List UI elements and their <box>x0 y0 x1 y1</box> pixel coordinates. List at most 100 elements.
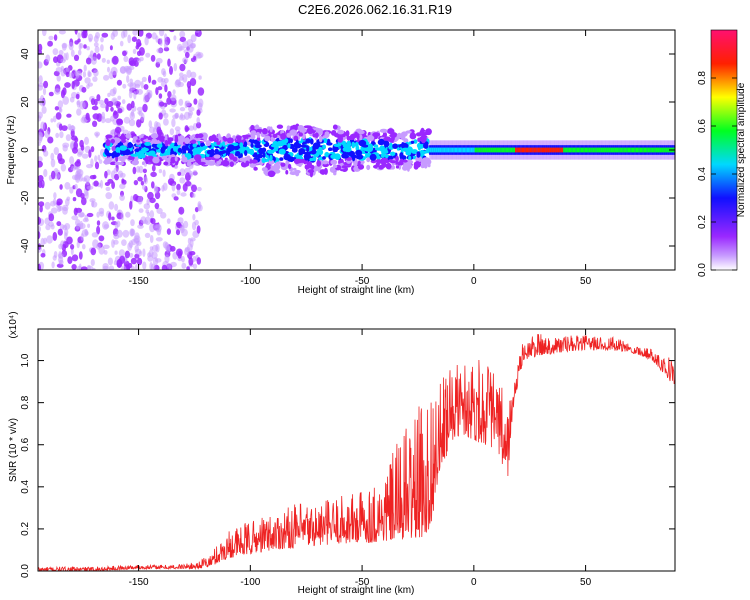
line-core-cell <box>653 147 656 153</box>
band-cell <box>408 155 412 161</box>
noise-cell <box>197 102 203 111</box>
band-cell <box>354 141 359 148</box>
noise-cell <box>112 98 117 106</box>
line-core-cell <box>539 147 542 153</box>
line-core-cell <box>564 147 568 153</box>
band-cell <box>413 139 418 144</box>
y-tick-label: 0 <box>20 147 31 153</box>
noise-cell <box>190 34 197 43</box>
line-core-cell <box>553 147 557 153</box>
noise-cell <box>190 71 197 79</box>
noise-cell <box>187 86 192 95</box>
line-core-cell <box>520 147 523 153</box>
band-cell <box>268 159 275 165</box>
noise-cell <box>151 164 156 172</box>
band-cell <box>202 146 207 151</box>
noise-cell <box>158 30 165 37</box>
noise-cell <box>51 207 58 214</box>
band-cell <box>143 135 147 141</box>
noise-cell <box>53 34 58 41</box>
band-cell <box>283 153 291 161</box>
line-core-cell <box>635 147 639 153</box>
noise-cell <box>142 184 147 191</box>
line-core-cell <box>516 147 519 153</box>
noise-cell <box>90 56 97 65</box>
noise-cell <box>61 125 68 131</box>
band-cell <box>244 134 251 138</box>
line-core-cell <box>649 147 652 153</box>
band-cell <box>355 149 363 156</box>
noise-cell <box>77 49 82 56</box>
line-core-cell <box>472 147 475 153</box>
band-cell <box>255 124 260 130</box>
noise-cell <box>68 72 75 79</box>
noise-cell <box>144 36 149 46</box>
band-cell <box>262 151 266 159</box>
line-core-cell <box>462 147 466 153</box>
band-cell <box>379 164 386 169</box>
band-cell <box>269 126 273 133</box>
line-core-cell <box>579 147 582 153</box>
noise-cell <box>71 264 77 270</box>
line-core-cell <box>506 147 510 153</box>
line-core-cell <box>453 147 456 153</box>
noise-cell <box>150 54 156 62</box>
noise-cell <box>38 175 44 182</box>
noise-cell <box>75 93 80 100</box>
band-cell <box>314 167 319 172</box>
band-cell <box>423 142 429 149</box>
noise-cell <box>58 243 63 250</box>
line-core-cell <box>624 147 628 153</box>
noise-cell <box>38 243 41 251</box>
band-cell <box>264 135 271 142</box>
noise-cell <box>158 112 163 120</box>
line-core-cell <box>599 147 602 153</box>
band-cell <box>378 138 385 145</box>
noise-cell <box>179 225 185 234</box>
line-core-cell <box>638 147 641 153</box>
line-core-cell <box>582 147 585 153</box>
noise-cell <box>177 171 182 176</box>
noise-cell <box>80 233 84 241</box>
noise-cell <box>102 221 109 230</box>
noise-cell <box>119 194 125 201</box>
noise-cell <box>192 263 198 270</box>
line-core-cell <box>484 147 487 153</box>
band-cell <box>337 129 345 135</box>
band-cell <box>322 156 326 160</box>
line-core-cell <box>517 147 521 153</box>
band-cell <box>148 150 156 156</box>
band-cell <box>110 153 115 156</box>
band-cell <box>358 134 363 141</box>
noise-cell <box>91 200 95 208</box>
noise-cell <box>114 250 118 255</box>
noise-cell <box>47 40 53 47</box>
noise-cell <box>122 229 130 238</box>
band-cell <box>332 124 338 130</box>
noise-cell <box>130 100 135 109</box>
band-cell <box>303 153 312 160</box>
noise-cell <box>116 79 122 86</box>
line-core-cell <box>639 147 643 153</box>
noise-cell <box>184 247 190 256</box>
noise-cell <box>87 70 91 78</box>
noise-cell <box>70 247 74 256</box>
y-tick-label: 0.2 <box>20 522 31 536</box>
line-core-cell <box>431 147 435 153</box>
noise-cell <box>38 160 43 168</box>
band-cell <box>166 137 174 142</box>
band-cell <box>347 150 355 157</box>
line-core-cell <box>666 147 669 153</box>
band-cell <box>213 137 219 143</box>
noise-cell <box>111 216 115 221</box>
line-core-cell <box>647 147 651 153</box>
band-cell <box>124 155 129 159</box>
noise-cell <box>169 65 173 75</box>
band-cell <box>385 162 392 170</box>
noise-cell <box>74 30 78 35</box>
line-core-cell <box>663 147 667 153</box>
noise-cell <box>96 225 101 235</box>
noise-cell <box>134 253 140 259</box>
noise-cell <box>167 91 172 98</box>
